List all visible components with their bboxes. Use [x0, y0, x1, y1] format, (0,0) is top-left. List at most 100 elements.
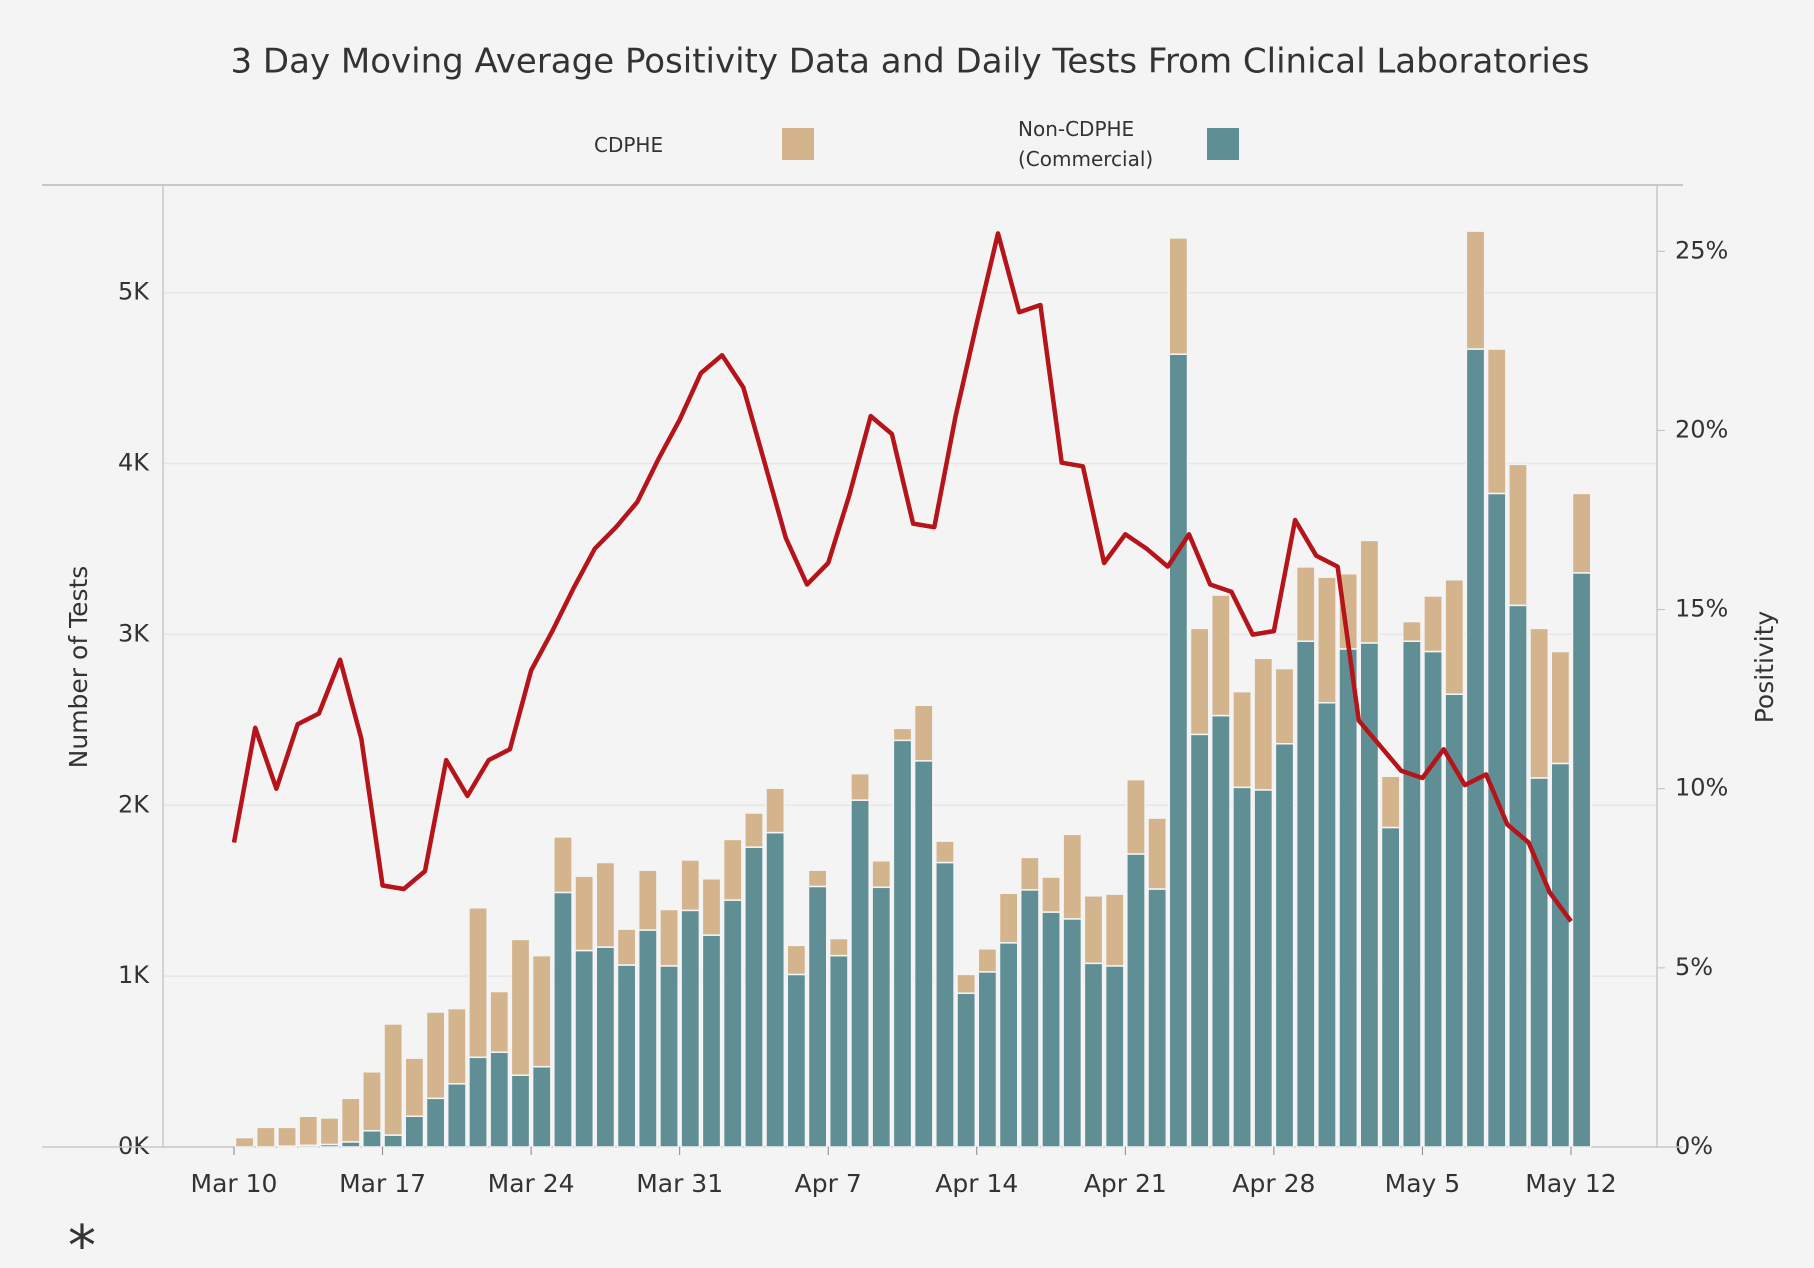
bar-segment	[1317, 701, 1337, 1148]
bar-segment	[1444, 578, 1465, 695]
bar-segment	[1274, 667, 1295, 745]
bar-segment	[510, 938, 531, 1076]
bar-segment	[425, 1011, 446, 1100]
bar-segment	[553, 836, 573, 894]
bar-segment	[913, 760, 934, 1148]
bar-segment	[1083, 895, 1104, 965]
bar-segment	[319, 1117, 340, 1146]
bar-segment	[1401, 620, 1422, 642]
legend-swatch	[782, 128, 814, 160]
bar-segment	[1486, 348, 1507, 495]
bar-segment	[1126, 778, 1146, 855]
bar-segment	[1210, 594, 1231, 717]
bar-segment	[1317, 576, 1337, 704]
bar-segment	[722, 899, 743, 1148]
bar-segment	[1168, 353, 1189, 1148]
bar-segment	[1465, 230, 1486, 350]
bar-segment	[913, 704, 934, 762]
bar-segment	[1253, 789, 1274, 1148]
bar-segment	[1147, 817, 1168, 890]
x-tick-label: May 5	[1385, 1169, 1461, 1198]
y2-tick-label: 5%	[1675, 953, 1713, 981]
bar-segment	[659, 965, 679, 1148]
bar-segment	[1210, 714, 1231, 1148]
bar-segment	[701, 877, 722, 936]
y2-tick-label: 0%	[1675, 1132, 1713, 1160]
footnote: *	[68, 1214, 96, 1268]
bar-segment	[1253, 657, 1274, 791]
bar-segment	[1359, 642, 1380, 1148]
y-tick-label: 5K	[118, 278, 150, 306]
bar-segment	[659, 908, 679, 967]
bar-segment	[1423, 650, 1443, 1148]
y-tick-label: 4K	[118, 449, 150, 477]
y-tick-label: 1K	[118, 961, 150, 989]
bar-segment	[1062, 918, 1083, 1148]
bar-segment	[574, 949, 595, 1148]
bar-segment	[404, 1115, 425, 1148]
bar-segment	[1465, 348, 1486, 1148]
bar-segment	[1083, 962, 1104, 1148]
y2-tick-label: 10%	[1675, 774, 1728, 802]
bar-segment	[1168, 237, 1189, 355]
bar-segment	[1147, 888, 1168, 1148]
bar-segment	[680, 909, 701, 1148]
bar-segment	[765, 831, 786, 1148]
bar-segment	[383, 1134, 404, 1148]
bar-segment	[1380, 826, 1401, 1148]
bar-segment	[807, 885, 828, 1148]
bar-segment	[362, 1071, 382, 1132]
bar-segment	[637, 929, 658, 1148]
legend-label: CDPHE	[594, 133, 664, 157]
bar-segment	[383, 1023, 404, 1136]
bar-segment	[935, 861, 955, 1148]
x-tick-label: Apr 7	[795, 1169, 862, 1198]
bar-segment	[1126, 853, 1146, 1148]
bar-segment	[680, 859, 701, 912]
bar-segment	[616, 964, 637, 1148]
bar-segment	[1529, 627, 1550, 779]
x-tick-label: Apr 21	[1084, 1169, 1167, 1198]
y2-tick-label: 20%	[1675, 415, 1728, 443]
bar-segment	[1571, 492, 1592, 574]
bar-segment	[531, 1065, 552, 1148]
bar-segment	[850, 799, 870, 1148]
bar-segment	[234, 1136, 255, 1148]
bar-segment	[553, 891, 573, 1148]
bar-segment	[255, 1126, 276, 1148]
x-tick-label: Mar 10	[191, 1169, 278, 1198]
bar-segment	[828, 937, 849, 957]
bar-segment	[744, 846, 764, 1148]
y-axis-label: Number of Tests	[64, 566, 93, 769]
x-tick-label: Mar 24	[488, 1169, 575, 1198]
bar-segment	[1571, 572, 1592, 1148]
bar-segment	[786, 973, 807, 1148]
bar-segment	[807, 869, 828, 888]
bar-segment	[828, 954, 849, 1148]
positivity-line	[231, 231, 1573, 923]
bar-segment	[1444, 693, 1465, 1148]
x-tick-label: Mar 31	[636, 1169, 723, 1198]
bar-segment	[1189, 627, 1210, 736]
bar-segment	[1508, 604, 1528, 1148]
bar-segment	[1104, 965, 1125, 1148]
bar-segment	[935, 840, 955, 864]
bar-segment	[446, 1083, 467, 1148]
bar-segment	[1550, 650, 1571, 765]
bar-segment	[892, 727, 913, 742]
bar-segment	[1359, 539, 1380, 644]
bar-segment	[786, 944, 807, 976]
bar-segment	[489, 990, 510, 1053]
bar-segment	[956, 973, 977, 994]
y-tick-label: 2K	[118, 790, 150, 818]
bar-segment	[1062, 833, 1083, 920]
bar-segment	[277, 1126, 297, 1147]
x-tick-label: Apr 14	[935, 1169, 1018, 1198]
chart-title: 3 Day Moving Average Positivity Data and…	[230, 42, 1589, 82]
bar-segment	[1338, 648, 1359, 1148]
bar-segment	[1508, 463, 1528, 607]
bar-segment	[1232, 786, 1252, 1148]
bar-segment	[616, 928, 637, 966]
